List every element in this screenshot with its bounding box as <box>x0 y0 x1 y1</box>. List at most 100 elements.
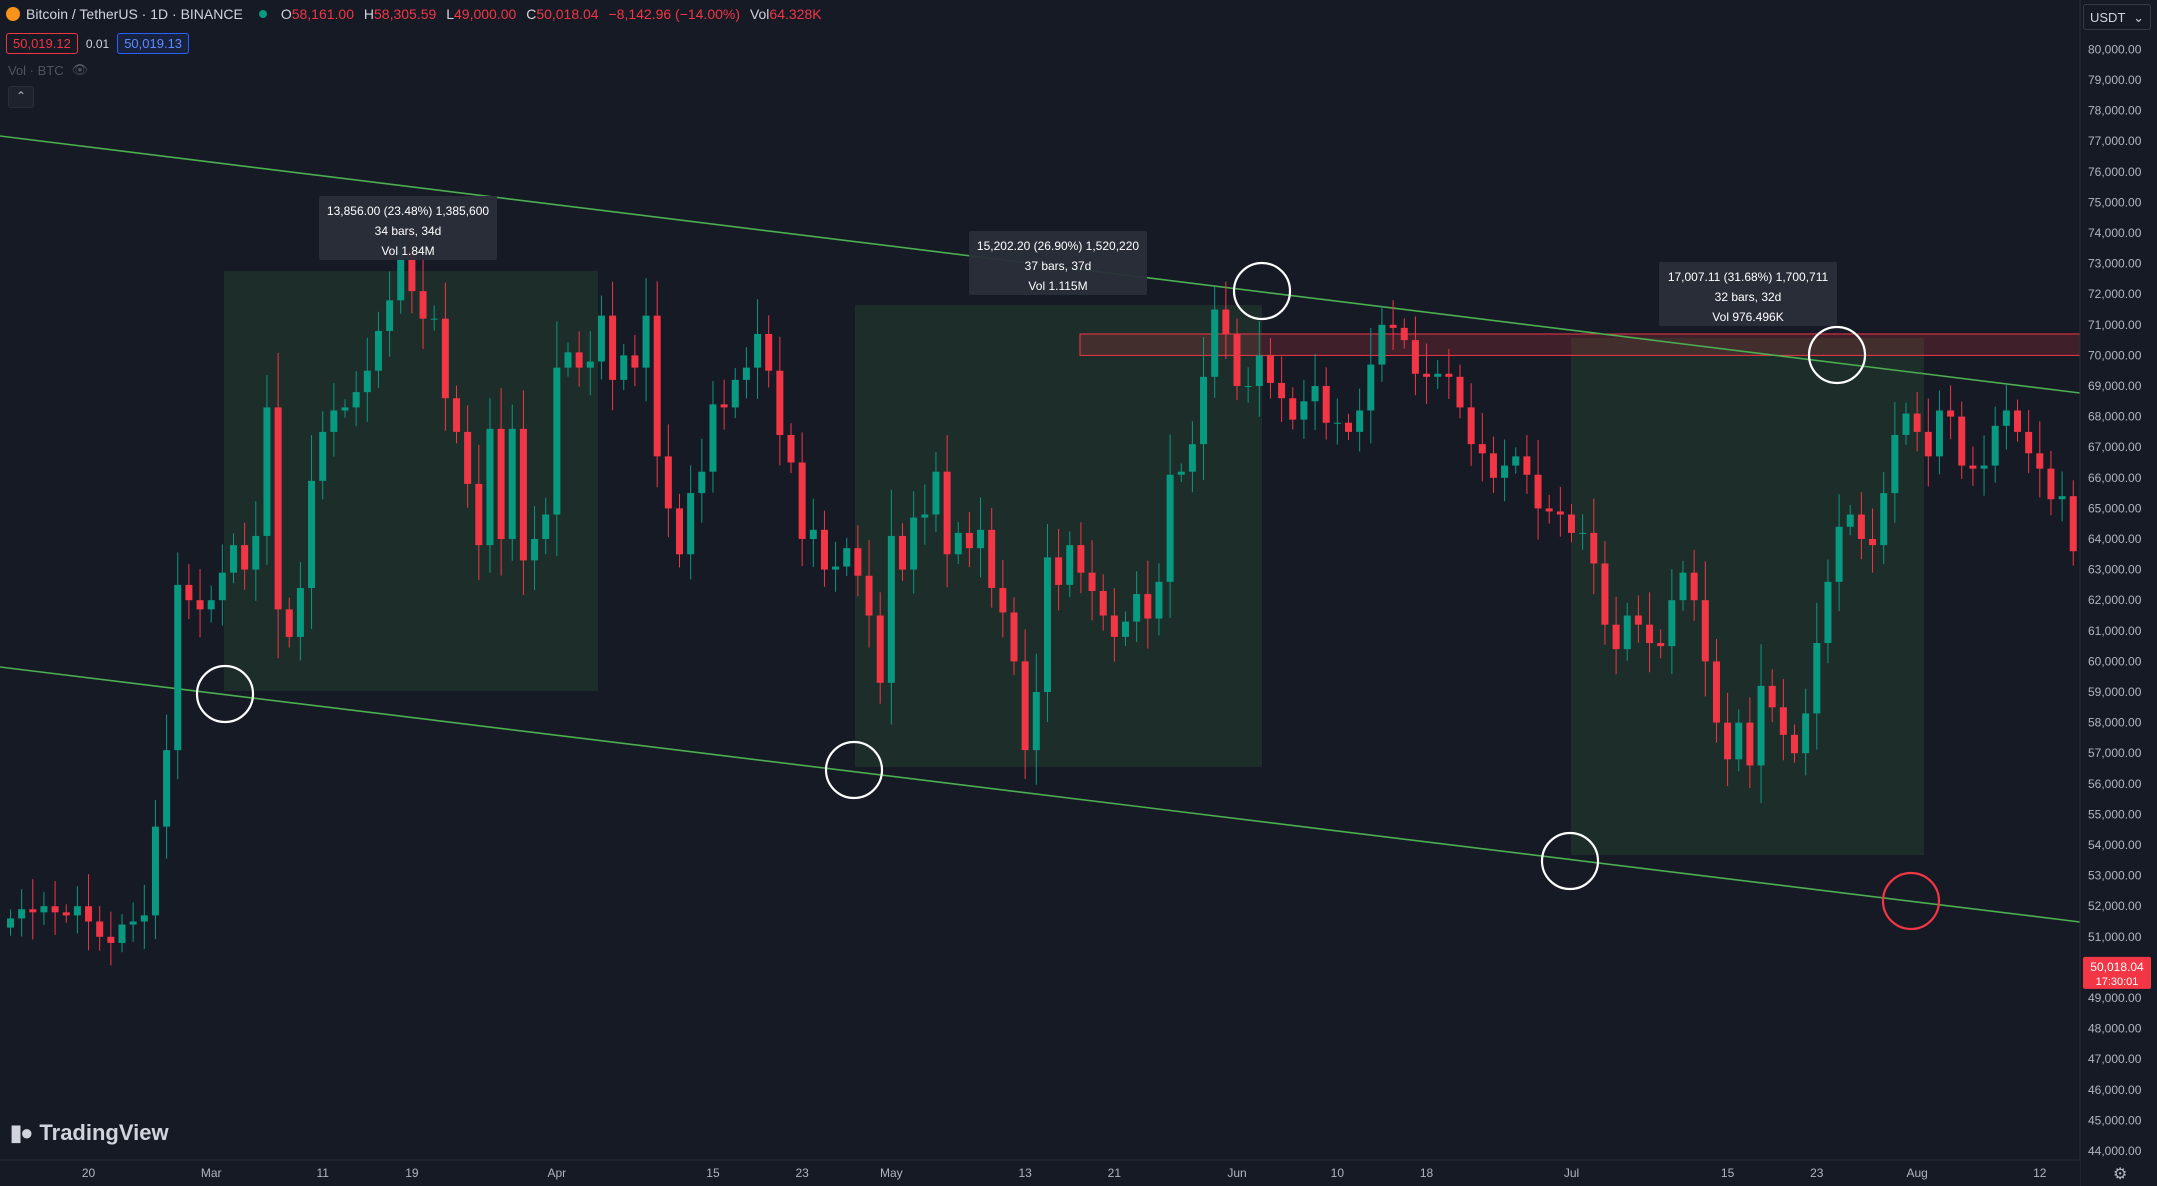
candle-body <box>1356 410 1364 432</box>
candle <box>1311 354 1319 431</box>
candle-body <box>1434 373 1442 377</box>
candle-body <box>1902 413 1910 435</box>
price-tick-label: 75,000.00 <box>2088 195 2142 209</box>
candle-body <box>1311 386 1319 402</box>
resistance-zone[interactable] <box>1079 333 2081 356</box>
candle-body <box>2014 410 2021 432</box>
candle <box>765 315 773 388</box>
candle <box>1066 531 1074 598</box>
collapse-legend-button[interactable]: ⌃ <box>8 86 34 108</box>
price-tick-label: 77,000.00 <box>2088 134 2142 148</box>
touch-point-circle-5[interactable] <box>1807 325 1867 385</box>
touch-point-circle-6[interactable] <box>1881 871 1941 931</box>
candle <box>1166 434 1174 619</box>
price-tick-label: 67,000.00 <box>2088 440 2142 454</box>
sell-price-button[interactable]: 50,019.12 <box>6 33 78 54</box>
measure-label-text: Vol 1.84M <box>381 244 434 258</box>
candle-body <box>1289 398 1297 420</box>
candle-body <box>419 291 427 319</box>
candle-body <box>910 517 918 570</box>
candle <box>330 383 338 457</box>
candle-body <box>620 355 628 380</box>
time-tick-label: Aug <box>1906 1166 1927 1180</box>
time-tick-label: 11 <box>316 1166 329 1180</box>
candle <box>218 544 226 626</box>
settings-icon[interactable]: ⚙ <box>2113 1166 2128 1183</box>
candle <box>1155 563 1163 636</box>
buy-price-button[interactable]: 50,019.13 <box>117 33 190 54</box>
candle-body <box>1467 407 1475 445</box>
candle-body <box>1110 615 1118 637</box>
candle-body <box>1735 722 1743 760</box>
candle <box>1947 385 1955 440</box>
candle <box>1568 504 1575 543</box>
candle <box>809 498 817 567</box>
candle-body <box>1389 324 1397 328</box>
candle <box>1055 529 1063 611</box>
candle <box>185 563 193 620</box>
price-tick-label: 51,000.00 <box>2088 930 2142 944</box>
measure-label-1[interactable]: 13,856.00 (23.48%) 1,385,600 34 bars, 34d… <box>319 196 497 260</box>
candle-body <box>1322 386 1330 423</box>
candle-body <box>308 480 316 588</box>
candle <box>943 435 951 588</box>
time-tick-label: 15 <box>1721 1166 1735 1180</box>
candle-body <box>1200 376 1208 445</box>
candle-body <box>519 428 527 561</box>
candle <box>386 271 394 357</box>
candle <box>1913 392 1921 452</box>
candle-body <box>1345 422 1352 432</box>
eye-hidden-icon[interactable]: 👁︎ <box>71 62 89 77</box>
measure-label-2[interactable]: 15,202.20 (26.90%) 1,520,220 37 bars, 37d… <box>969 231 1147 295</box>
candle-body <box>1523 456 1531 475</box>
candle <box>1958 401 1966 480</box>
candle-body <box>330 410 338 432</box>
currency-select[interactable]: USDT ⌄ <box>2083 4 2151 30</box>
touch-point-circle-2[interactable] <box>824 740 884 800</box>
candle <box>832 541 840 592</box>
candle-body <box>1712 661 1720 723</box>
measure-label-text: 13,856.00 (23.48%) 1,385,600 <box>327 204 489 218</box>
price-tick-label: 48,000.00 <box>2088 1022 2142 1036</box>
candle <box>1021 629 1029 779</box>
candle <box>1735 709 1743 772</box>
candle <box>1423 343 1431 404</box>
price-tick-label: 70,000.00 <box>2088 348 2142 362</box>
candle-body <box>174 584 182 751</box>
volume-indicator-row[interactable]: Vol · BTC 👁︎ <box>8 62 88 78</box>
touch-point-circle-3[interactable] <box>1232 261 1292 321</box>
channel-lower-trendline[interactable] <box>0 666 2081 923</box>
candle <box>29 879 37 940</box>
price-tick-label: 73,000.00 <box>2088 257 2142 271</box>
measure-label-3[interactable]: 17,007.11 (31.68%) 1,700,711 32 bars, 32d… <box>1659 262 1837 326</box>
time-tick-label: 20 <box>82 1166 96 1180</box>
tradingview-watermark[interactable]: ▮● TradingView <box>10 1120 169 1146</box>
candle <box>1456 364 1464 419</box>
price-tick-label: 64,000.00 <box>2088 532 2142 546</box>
candle-body <box>1891 434 1899 494</box>
candle <box>1646 592 1654 673</box>
spread-value: 0.01 <box>85 36 110 51</box>
price-tick-label: 60,000.00 <box>2088 654 2142 668</box>
price-tick-label: 76,000.00 <box>2088 165 2142 179</box>
touch-point-circle-1[interactable] <box>195 664 255 724</box>
volume-value: 64.328K <box>769 6 822 22</box>
candle-body <box>1679 572 1687 601</box>
open-label: O <box>280 6 292 22</box>
candle <box>1489 436 1497 493</box>
measure-zone-3[interactable] <box>1571 338 1924 855</box>
touch-point-circle-4[interactable] <box>1540 831 1600 891</box>
symbol-title[interactable]: Bitcoin / TetherUS · 1D · BINANCE <box>26 6 243 22</box>
candle <box>1434 360 1442 390</box>
candle-body <box>508 428 516 539</box>
candle <box>1144 560 1152 649</box>
time-tick-label: 23 <box>795 1166 809 1180</box>
candle-body <box>1512 456 1520 466</box>
candle-body <box>988 529 996 588</box>
candle-body <box>1612 624 1620 650</box>
bitcoin-logo-icon <box>6 7 20 21</box>
last-price-badge[interactable] <box>2083 956 2151 989</box>
candle-body <box>731 379 739 408</box>
candle <box>1244 367 1252 403</box>
